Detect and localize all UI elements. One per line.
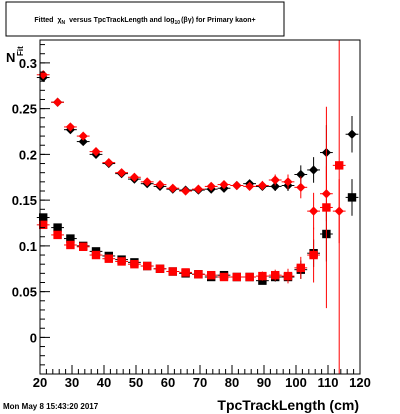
x-tick-label: 100 xyxy=(285,375,307,390)
data-point-square xyxy=(168,267,177,276)
data-point-square xyxy=(258,271,267,281)
y-tick-label: 0.25 xyxy=(12,102,37,117)
data-point-diamond xyxy=(155,179,165,190)
data-point-diamond xyxy=(257,180,267,191)
x-tick-label: 110 xyxy=(318,375,339,390)
x-axis-label: TpcTrackLength (cm) xyxy=(217,397,359,413)
data-point-square xyxy=(283,271,293,281)
data-point-diamond xyxy=(296,169,306,180)
plot-frame xyxy=(39,39,361,375)
x-tick-label: 50 xyxy=(129,375,143,390)
data-point-diamond xyxy=(78,131,88,141)
data-point-diamond xyxy=(142,177,152,187)
data-point-square xyxy=(322,203,331,212)
data-point-square xyxy=(232,272,241,282)
data-point-square xyxy=(207,270,216,280)
data-point-square xyxy=(155,264,165,273)
data-point-diamond xyxy=(283,177,293,187)
chart-title-part-3: versus TpcTrackLength and log xyxy=(69,17,174,24)
data-point-square xyxy=(194,270,203,279)
data-point-square xyxy=(296,263,305,273)
data-point-diamond xyxy=(117,168,127,178)
x-tick-label: 120 xyxy=(349,375,371,390)
data-point-diamond xyxy=(181,186,191,196)
data-point-square xyxy=(143,261,152,271)
chart-title-part-3-sub: 10 xyxy=(175,20,181,26)
x-tick-label: 20 xyxy=(33,375,47,390)
data-point-square xyxy=(79,242,88,252)
data-point-square xyxy=(66,234,75,243)
data-point-square xyxy=(66,240,75,250)
y-axis-label-fragment: N xyxy=(6,50,15,65)
data-point-diamond xyxy=(129,172,139,182)
data-point-square xyxy=(181,268,190,277)
data-point-diamond xyxy=(78,136,88,147)
data-point-diamond xyxy=(270,175,280,185)
data-point-diamond xyxy=(347,129,357,139)
y-tick-label: 0.2 xyxy=(19,147,37,162)
data-point-square xyxy=(117,257,126,266)
y-tick-label: 0.05 xyxy=(12,285,37,300)
data-point-diamond xyxy=(309,206,319,216)
data-point-diamond xyxy=(38,70,48,80)
data-point-diamond xyxy=(168,183,178,193)
data-point-square xyxy=(39,220,48,230)
x-tick-label: 60 xyxy=(161,375,175,390)
series-2 xyxy=(36,179,359,285)
data-point-diamond xyxy=(296,182,306,192)
data-point-square xyxy=(347,193,357,202)
series-3 xyxy=(36,40,346,374)
data-point-diamond xyxy=(91,147,101,157)
data-point-square xyxy=(335,161,344,170)
data-point-diamond xyxy=(104,158,114,168)
data-point-square xyxy=(39,213,48,222)
chart-title-part-1: Fitted xyxy=(34,17,53,24)
data-point-square xyxy=(271,270,280,280)
y-tick-label: 0.3 xyxy=(19,56,37,71)
y-tick-label: 0.1 xyxy=(19,239,37,254)
data-point-square xyxy=(309,250,318,260)
chart-title-part-2: χ xyxy=(57,17,61,24)
x-tick-label: 80 xyxy=(225,375,239,390)
y-tick-label: 0 xyxy=(30,330,37,345)
data-point-square xyxy=(245,272,254,282)
x-tick-label: 90 xyxy=(257,375,271,390)
x-tick-label: 30 xyxy=(65,375,79,390)
timestamp: Mon May 8 15:43:20 2017 xyxy=(3,402,99,411)
axis-ticks: 20 30 40 50 60 70 80 90 100 110 120 0 0.05 0.1 0.15 0.2… xyxy=(12,44,371,390)
data-point-diamond xyxy=(309,165,319,175)
y-tick-label: 0.15 xyxy=(12,193,37,208)
data-point-diamond xyxy=(245,181,255,192)
data-point-square xyxy=(104,254,113,263)
data-point-diamond xyxy=(232,180,242,191)
data-point-diamond xyxy=(53,97,63,107)
data-point-square xyxy=(53,223,62,232)
chart-title-part-2-sub: N xyxy=(61,20,65,26)
data-point-square xyxy=(130,259,139,269)
x-tick-label: 40 xyxy=(97,375,111,390)
data-point-square xyxy=(219,272,229,282)
y-axis-label-fragment-fit: Fit xyxy=(16,46,25,56)
data-point-diamond xyxy=(270,181,280,192)
chart-title: Fitted χN versus TpcTrackLength and log10(… xyxy=(34,17,255,26)
data-point-diamond xyxy=(193,184,203,194)
chart-title-part-4: (βγ) for Primary kaon+ xyxy=(181,17,256,24)
title-box: Fitted χN versus TpcTrackLength and log10(… xyxy=(5,1,285,37)
data-point-diamond xyxy=(65,122,75,132)
data-layer xyxy=(36,40,359,374)
x-tick-label: 70 xyxy=(193,375,207,390)
data-point-square xyxy=(53,230,62,240)
series-1 xyxy=(36,70,346,244)
data-point-square xyxy=(91,250,101,260)
data-point-diamond xyxy=(206,181,216,192)
data-point-diamond xyxy=(219,179,229,190)
